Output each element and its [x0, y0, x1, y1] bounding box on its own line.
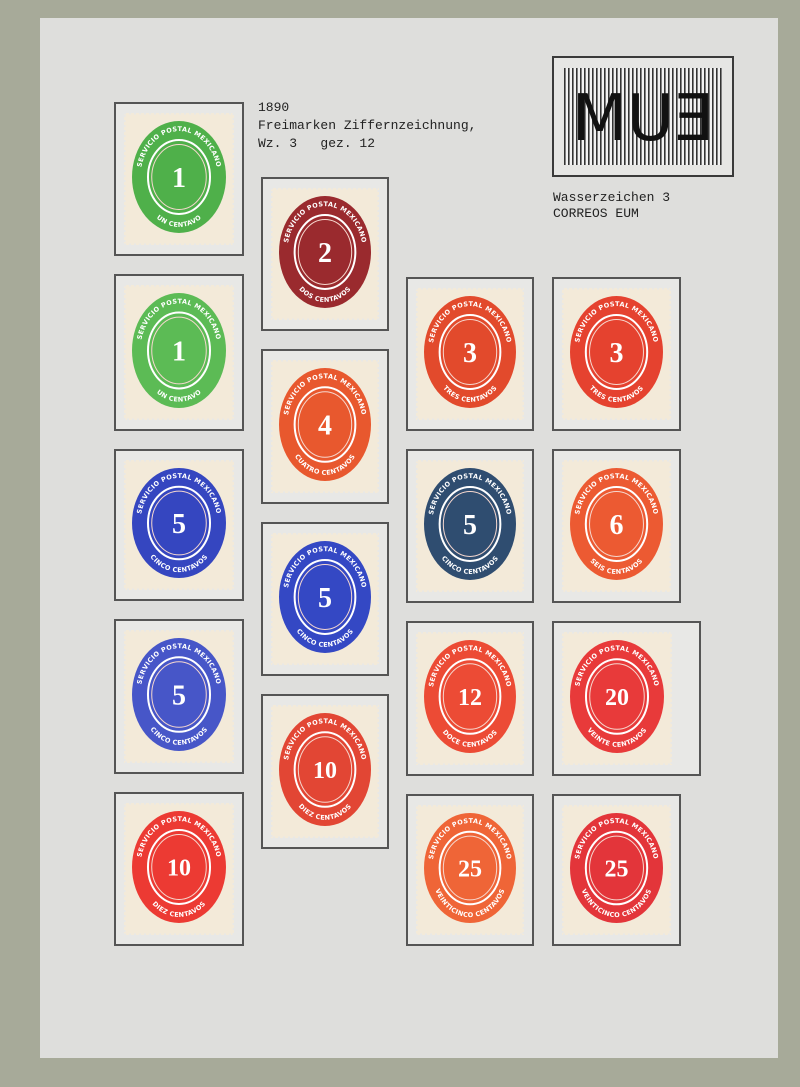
stamp-center [442, 663, 498, 730]
stamp-numeral: 1 [172, 163, 186, 194]
stamp-numeral: 10 [313, 758, 337, 784]
watermark-logo: EUM [572, 82, 715, 156]
stamp-numeral: 5 [172, 680, 186, 711]
stamp-ring [584, 314, 649, 390]
stamp-numeral: 2 [318, 238, 332, 269]
stamp-numeral: 1 [172, 336, 186, 367]
stamp-center [297, 736, 353, 803]
stamp-center [151, 490, 207, 556]
stamp-numeral: 25 [605, 856, 629, 882]
stamp-center [151, 316, 207, 385]
stamp-numeral: 25 [458, 856, 482, 882]
stamp-center [589, 491, 644, 557]
logo-box [564, 68, 722, 165]
stamp-ring [438, 486, 502, 562]
stamp-ring [584, 658, 650, 735]
stamp-numeral: 3 [463, 338, 477, 369]
stamp-center [442, 835, 498, 901]
stamp-ring [438, 314, 502, 390]
subtitle: Wz. 3 gez. 12 [258, 136, 375, 151]
stamp-ring [146, 656, 212, 733]
stamp-center [151, 661, 207, 728]
stamp-ring [293, 559, 357, 635]
stamp-ring [438, 658, 502, 735]
stamp-numeral: 5 [172, 509, 186, 540]
stamp-numeral: 5 [463, 510, 477, 541]
title: Freimarken Ziffernzeichnung, [258, 118, 476, 133]
stamp-center [589, 319, 644, 385]
stamp-ring [584, 830, 649, 906]
stamp-center [151, 834, 207, 900]
stamp-center [297, 219, 353, 285]
stamp-center [589, 663, 645, 730]
year: 1890 [258, 100, 289, 115]
stamp-center [297, 391, 353, 458]
stamp-center [442, 491, 498, 557]
stamp-ring [293, 214, 357, 290]
watermark-note: Wasserzeichen 3 [553, 190, 670, 205]
stamp-center [151, 144, 207, 210]
stamp-ring [584, 486, 649, 562]
stamp-numeral: 10 [167, 855, 191, 881]
stamp-ring [146, 829, 212, 905]
stamp-center [297, 564, 353, 630]
stamp-ring [293, 386, 357, 463]
stamp-ring [438, 830, 502, 906]
stamp-ring [146, 311, 212, 390]
stamp-numeral: 20 [605, 685, 629, 711]
stamp-numeral: 5 [318, 583, 332, 614]
stamp-numeral: 3 [610, 338, 624, 369]
stamp-center [589, 835, 644, 901]
stamp-numeral: 4 [318, 410, 332, 441]
watermark-note: CORREOS EUM [553, 206, 639, 221]
stamp-center [442, 319, 498, 385]
stamp-ring [146, 139, 212, 215]
stamp-ring [146, 485, 212, 561]
stamp-numeral: 6 [610, 510, 624, 541]
stamp-ring [293, 731, 357, 808]
stamp-numeral: 12 [458, 685, 482, 711]
